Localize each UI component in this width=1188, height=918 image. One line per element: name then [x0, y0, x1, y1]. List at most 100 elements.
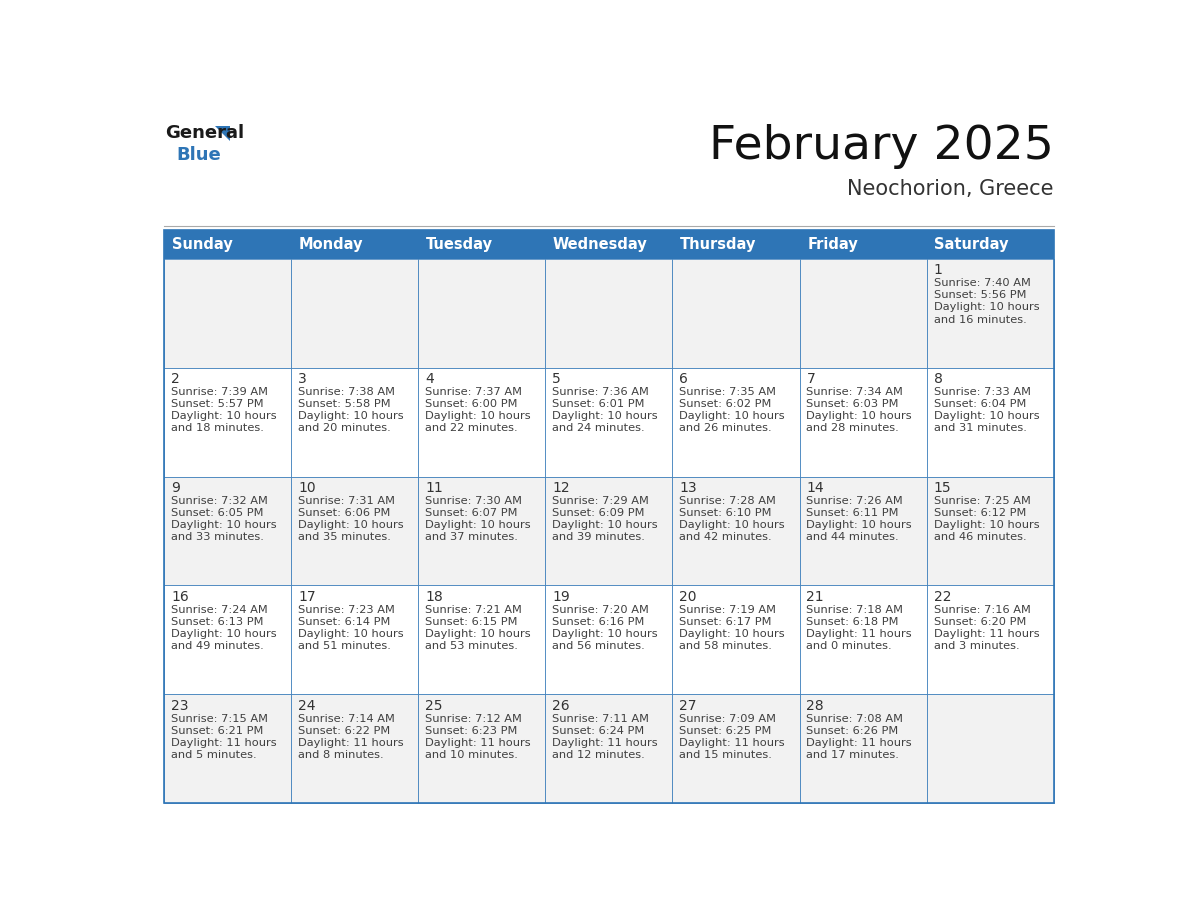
Bar: [418, 230, 545, 259]
Text: Daylight: 11 hours: Daylight: 11 hours: [171, 738, 277, 748]
Text: Sunrise: 7:37 AM: Sunrise: 7:37 AM: [425, 386, 523, 397]
Text: Sunset: 6:10 PM: Sunset: 6:10 PM: [680, 508, 772, 518]
Bar: [800, 694, 927, 803]
Text: Sunset: 6:17 PM: Sunset: 6:17 PM: [680, 617, 772, 627]
Bar: [800, 586, 927, 694]
Text: and 0 minutes.: and 0 minutes.: [807, 641, 892, 651]
Text: and 8 minutes.: and 8 minutes.: [298, 750, 384, 760]
Text: Sunrise: 7:29 AM: Sunrise: 7:29 AM: [552, 496, 649, 506]
Text: 7: 7: [807, 373, 815, 386]
Text: 27: 27: [680, 699, 697, 713]
Text: Sunset: 6:24 PM: Sunset: 6:24 PM: [552, 726, 645, 735]
Text: and 10 minutes.: and 10 minutes.: [425, 750, 518, 760]
Text: 1: 1: [934, 263, 942, 277]
Bar: [418, 476, 545, 586]
Bar: [545, 259, 672, 367]
Bar: [927, 259, 1054, 367]
Bar: [672, 259, 800, 367]
Text: Friday: Friday: [808, 237, 858, 252]
Bar: [418, 259, 545, 367]
Text: 13: 13: [680, 481, 697, 495]
Text: Daylight: 10 hours: Daylight: 10 hours: [680, 629, 785, 639]
Text: Thursday: Thursday: [681, 237, 757, 252]
Text: Sunrise: 7:12 AM: Sunrise: 7:12 AM: [425, 713, 522, 723]
Text: 15: 15: [934, 481, 952, 495]
Bar: [927, 230, 1054, 259]
Text: Daylight: 10 hours: Daylight: 10 hours: [425, 521, 531, 530]
Text: Sunrise: 7:26 AM: Sunrise: 7:26 AM: [807, 496, 903, 506]
Bar: [672, 694, 800, 803]
Bar: [418, 694, 545, 803]
Text: Daylight: 10 hours: Daylight: 10 hours: [298, 629, 404, 639]
Text: and 15 minutes.: and 15 minutes.: [680, 750, 772, 760]
Text: Wednesday: Wednesday: [554, 237, 647, 252]
Text: Sunrise: 7:40 AM: Sunrise: 7:40 AM: [934, 278, 1030, 288]
Text: Sunset: 6:15 PM: Sunset: 6:15 PM: [425, 617, 518, 627]
Text: Daylight: 10 hours: Daylight: 10 hours: [425, 629, 531, 639]
Text: Sunset: 6:05 PM: Sunset: 6:05 PM: [171, 508, 264, 518]
Text: Sunrise: 7:15 AM: Sunrise: 7:15 AM: [171, 713, 268, 723]
Text: Daylight: 10 hours: Daylight: 10 hours: [552, 629, 658, 639]
Bar: [800, 476, 927, 586]
Bar: [545, 230, 672, 259]
Text: and 42 minutes.: and 42 minutes.: [680, 532, 772, 543]
Bar: [418, 586, 545, 694]
Text: Daylight: 10 hours: Daylight: 10 hours: [298, 411, 404, 421]
Text: 8: 8: [934, 373, 942, 386]
Text: 18: 18: [425, 590, 443, 604]
Text: 10: 10: [298, 481, 316, 495]
Text: Sunset: 6:03 PM: Sunset: 6:03 PM: [807, 399, 899, 409]
Text: Sunrise: 7:31 AM: Sunrise: 7:31 AM: [298, 496, 396, 506]
Text: and 58 minutes.: and 58 minutes.: [680, 641, 772, 651]
Text: February 2025: February 2025: [709, 124, 1054, 169]
Text: and 53 minutes.: and 53 minutes.: [425, 641, 518, 651]
Bar: [164, 476, 291, 586]
Text: and 20 minutes.: and 20 minutes.: [298, 423, 391, 433]
Text: Daylight: 10 hours: Daylight: 10 hours: [171, 521, 277, 530]
Text: Sunset: 5:58 PM: Sunset: 5:58 PM: [298, 399, 391, 409]
Text: and 12 minutes.: and 12 minutes.: [552, 750, 645, 760]
Text: and 39 minutes.: and 39 minutes.: [552, 532, 645, 543]
Text: Sunrise: 7:08 AM: Sunrise: 7:08 AM: [807, 713, 904, 723]
Text: Sunday: Sunday: [172, 237, 233, 252]
Text: Monday: Monday: [299, 237, 364, 252]
Bar: [291, 259, 418, 367]
Text: and 18 minutes.: and 18 minutes.: [171, 423, 264, 433]
Text: Daylight: 11 hours: Daylight: 11 hours: [298, 738, 404, 748]
Text: Sunrise: 7:20 AM: Sunrise: 7:20 AM: [552, 605, 649, 615]
Bar: [545, 367, 672, 476]
Bar: [291, 694, 418, 803]
Bar: [164, 367, 291, 476]
Text: and 5 minutes.: and 5 minutes.: [171, 750, 257, 760]
Text: Sunset: 6:21 PM: Sunset: 6:21 PM: [171, 726, 264, 735]
Text: Daylight: 10 hours: Daylight: 10 hours: [934, 411, 1040, 421]
Text: Daylight: 10 hours: Daylight: 10 hours: [552, 521, 658, 530]
Text: and 33 minutes.: and 33 minutes.: [171, 532, 264, 543]
Text: Daylight: 11 hours: Daylight: 11 hours: [934, 629, 1040, 639]
Text: 5: 5: [552, 373, 561, 386]
Text: and 44 minutes.: and 44 minutes.: [807, 532, 899, 543]
Bar: [164, 230, 291, 259]
Bar: [545, 586, 672, 694]
Text: Sunrise: 7:30 AM: Sunrise: 7:30 AM: [425, 496, 523, 506]
Text: Daylight: 10 hours: Daylight: 10 hours: [680, 411, 785, 421]
Bar: [800, 259, 927, 367]
Text: Sunset: 6:26 PM: Sunset: 6:26 PM: [807, 726, 899, 735]
Text: Neochorion, Greece: Neochorion, Greece: [847, 179, 1054, 199]
Text: Daylight: 10 hours: Daylight: 10 hours: [934, 302, 1040, 312]
Bar: [291, 586, 418, 694]
Bar: [927, 586, 1054, 694]
Text: 20: 20: [680, 590, 697, 604]
Text: Sunrise: 7:39 AM: Sunrise: 7:39 AM: [171, 386, 268, 397]
Text: Sunrise: 7:23 AM: Sunrise: 7:23 AM: [298, 605, 394, 615]
Text: 3: 3: [298, 373, 307, 386]
Text: Daylight: 11 hours: Daylight: 11 hours: [552, 738, 658, 748]
Text: 28: 28: [807, 699, 824, 713]
Text: Sunrise: 7:38 AM: Sunrise: 7:38 AM: [298, 386, 396, 397]
Bar: [800, 230, 927, 259]
Text: Sunrise: 7:36 AM: Sunrise: 7:36 AM: [552, 386, 649, 397]
Text: Sunset: 6:23 PM: Sunset: 6:23 PM: [425, 726, 518, 735]
Text: 24: 24: [298, 699, 316, 713]
Text: and 26 minutes.: and 26 minutes.: [680, 423, 772, 433]
Text: Sunset: 6:18 PM: Sunset: 6:18 PM: [807, 617, 899, 627]
